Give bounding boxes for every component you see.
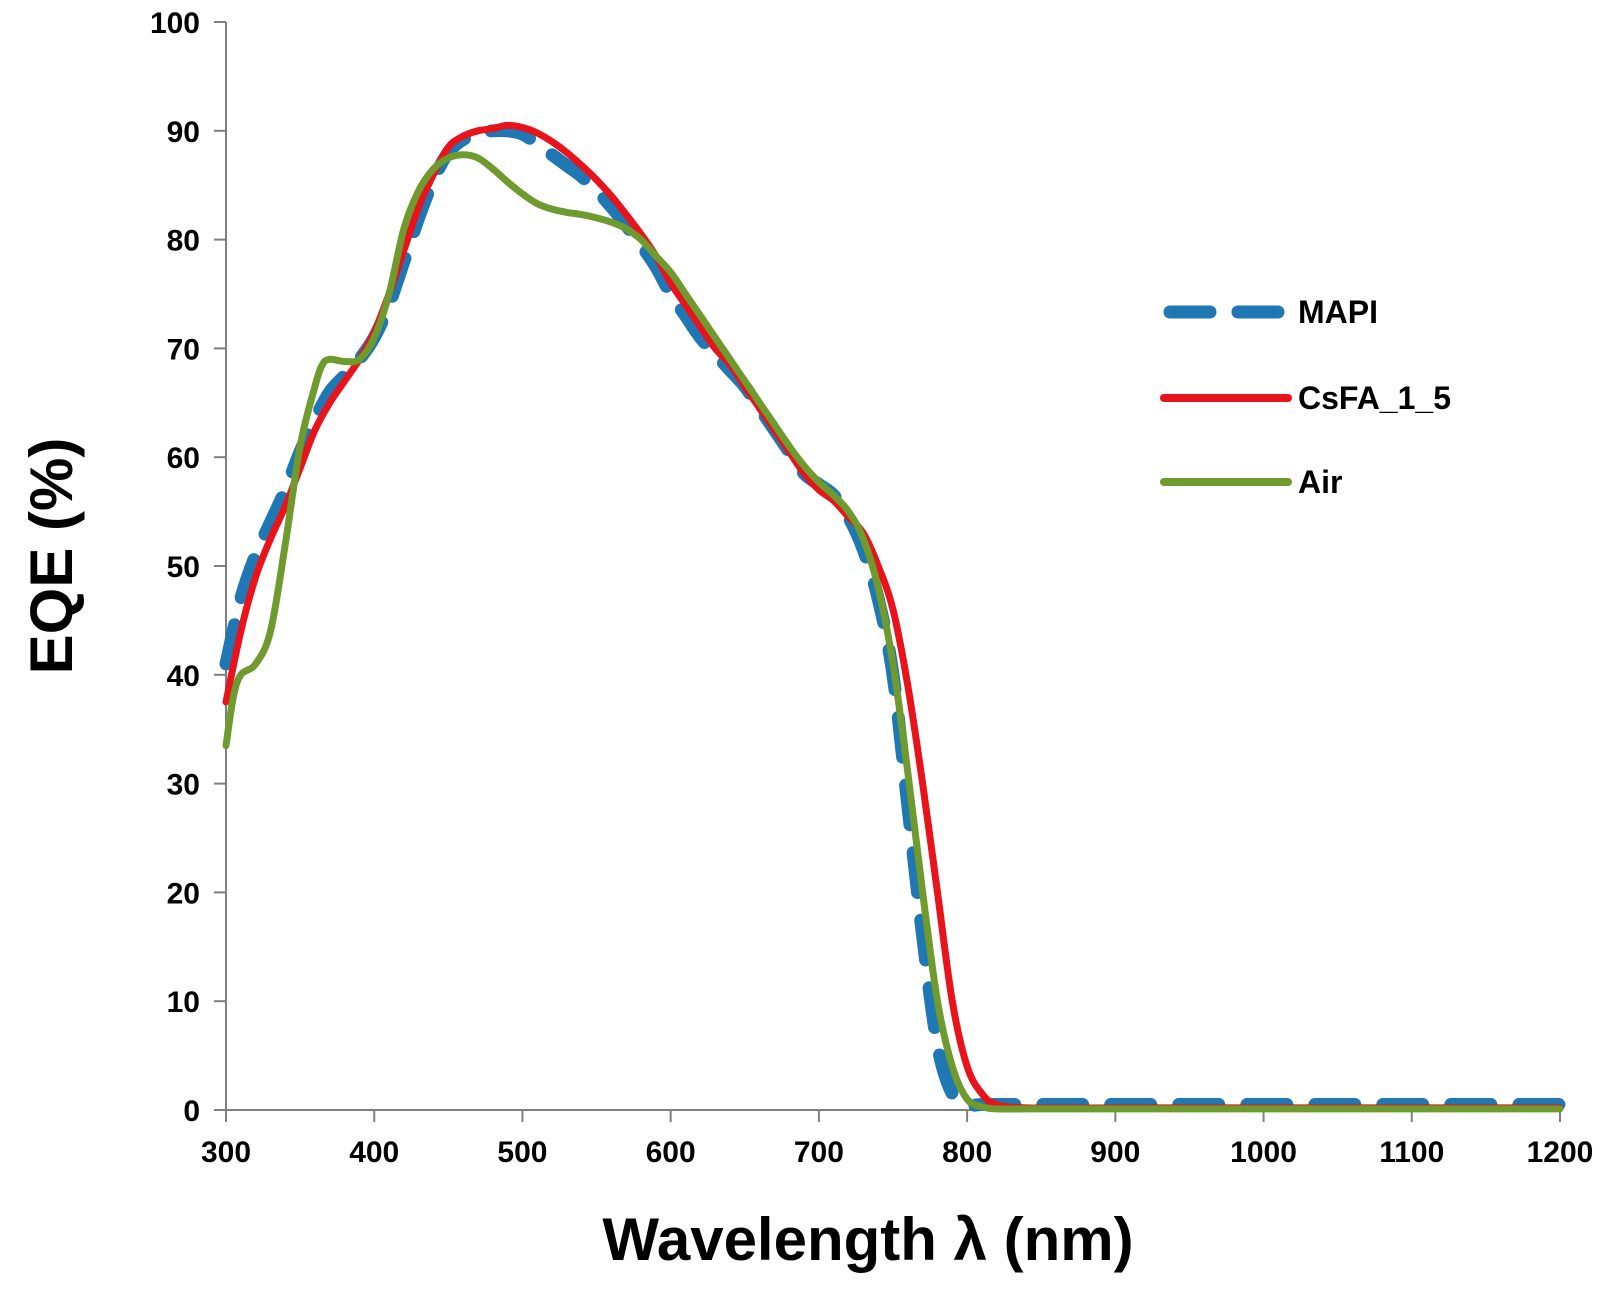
legend-label-mapi: MAPI	[1298, 294, 1378, 330]
x-tick-label: 600	[646, 1136, 696, 1169]
y-tick-label: 20	[167, 877, 200, 910]
x-tick-label: 1100	[1379, 1136, 1444, 1169]
y-tick-label: 50	[167, 551, 200, 584]
series-line-air	[222, 151, 1564, 1113]
x-tick-label: 300	[201, 1136, 251, 1169]
tick-labels: 0 10 20 30 40 50 60 70 80 90 100 300 400 500 600 700 800…	[150, 7, 1593, 1169]
x-tick-label: 1200	[1527, 1136, 1594, 1169]
y-tick-label: 60	[167, 442, 200, 475]
y-tick-label: 10	[167, 986, 200, 1019]
x-tick-label: 900	[1090, 1136, 1140, 1169]
y-tick-label: 70	[167, 333, 200, 366]
y-tick-label: 30	[167, 769, 200, 802]
series-lines	[219, 121, 1567, 1113]
legend-label-air: Air	[1298, 464, 1342, 500]
y-tick-label: 80	[167, 225, 200, 258]
x-tick-label: 800	[942, 1136, 992, 1169]
x-tick-label: 700	[794, 1136, 844, 1169]
y-tick-label: 40	[167, 660, 200, 693]
y-tick-label: 0	[183, 1095, 200, 1128]
x-tick-label: 1000	[1230, 1136, 1297, 1169]
x-tick-label: 500	[497, 1136, 547, 1169]
y-axis-title: EQE (%)	[18, 438, 85, 675]
legend-label-csfa-1-5: CsFA_1_5	[1298, 380, 1451, 416]
x-axis-title: Wavelength λ (nm)	[602, 1206, 1133, 1273]
y-tick-label: 90	[167, 116, 200, 149]
tick-marks	[214, 21, 1561, 1122]
series-line-csfa-1-5	[222, 121, 1564, 1112]
y-tick-label: 100	[150, 7, 200, 40]
x-tick-label: 400	[349, 1136, 399, 1169]
legend: MAPI CsFA_1_5 Air	[1160, 294, 1451, 500]
